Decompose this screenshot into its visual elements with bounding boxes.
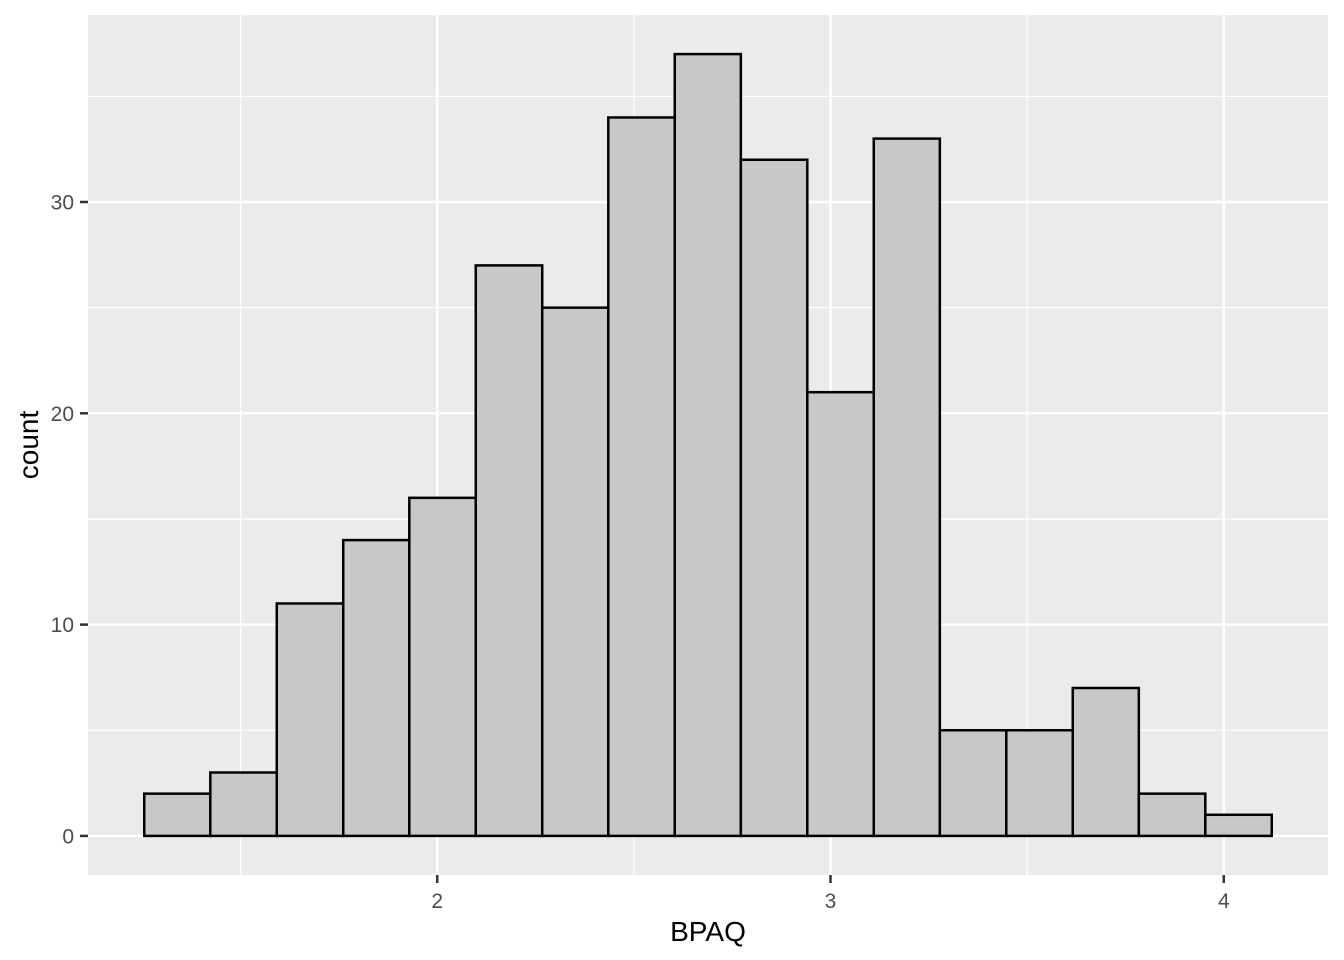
- histogram-bar: [275, 602, 345, 838]
- y-axis-title: count: [13, 411, 44, 480]
- y-tick-label: 0: [62, 825, 74, 848]
- y-tick-label: 30: [51, 192, 74, 215]
- histogram-bar: [408, 496, 478, 838]
- histogram-bar: [938, 729, 1008, 838]
- histogram-bar: [142, 792, 212, 838]
- histogram-bar: [806, 390, 876, 838]
- axis-layer: 2 3 4 0 10 20 30: [51, 192, 1230, 913]
- histogram-bar: [1137, 792, 1207, 838]
- x-axis-title: BPAQ: [670, 916, 746, 947]
- plot-panel-layer: [88, 15, 1328, 875]
- histogram-bar: [540, 306, 610, 838]
- x-tick-label: 2: [431, 890, 443, 913]
- histogram-bar: [607, 116, 677, 838]
- histogram-bar: [739, 158, 809, 838]
- y-tick-label: 10: [51, 614, 74, 637]
- y-tick-label: 20: [51, 403, 74, 426]
- histogram-bar: [1071, 686, 1141, 838]
- histogram-bar: [341, 538, 411, 838]
- histogram-bar: [474, 264, 544, 838]
- histogram-bar: [673, 52, 743, 838]
- histogram-bar: [1005, 729, 1075, 838]
- histogram-bar: [872, 137, 942, 838]
- histogram-bar: [1204, 813, 1274, 838]
- histogram-bar: [209, 771, 279, 838]
- x-tick-label: 4: [1218, 890, 1230, 913]
- x-tick-label: 3: [825, 890, 837, 913]
